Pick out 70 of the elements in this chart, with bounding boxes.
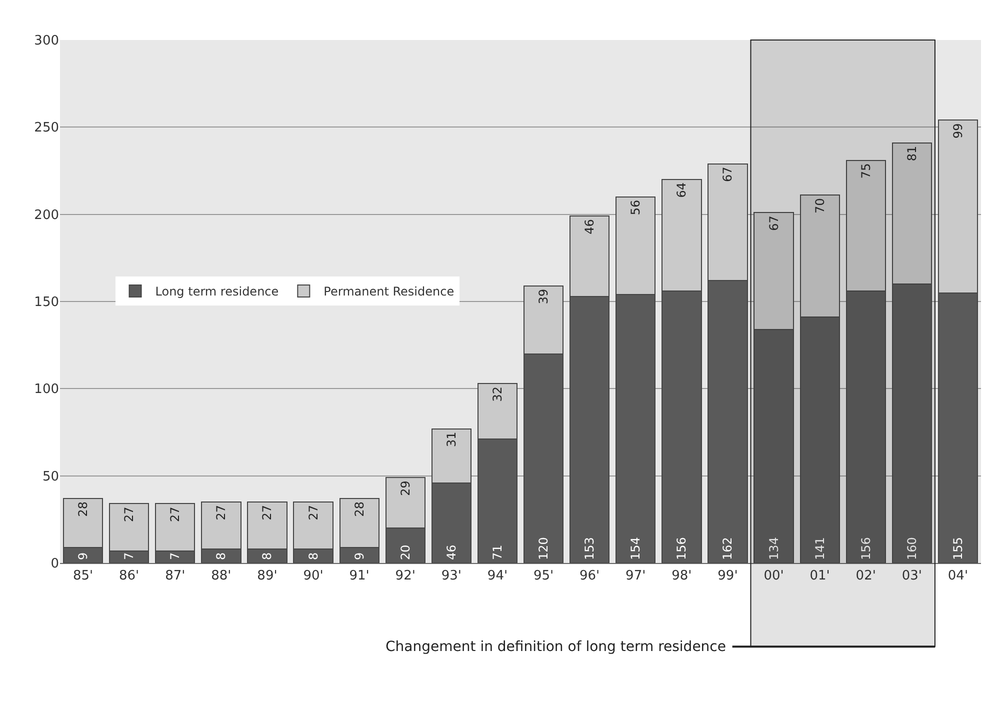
data-label: 160 — [904, 537, 919, 560]
data-label: 28 — [352, 502, 366, 517]
x-tick-label: 89' — [257, 568, 278, 584]
y-tick-label: 250 — [34, 120, 59, 136]
x-tick-label: 90' — [303, 568, 324, 584]
x-tick-label: 04' — [948, 568, 968, 584]
x-tick-label: 02' — [856, 568, 876, 584]
data-label: 154 — [628, 537, 643, 560]
y-tick-label: 100 — [34, 382, 59, 398]
x-tick-label: 99' — [718, 568, 738, 584]
data-label: 67 — [766, 216, 781, 231]
x-tick-label: 95' — [533, 568, 554, 584]
data-label: 153 — [582, 537, 597, 560]
y-tick-label: 50 — [42, 469, 59, 484]
data-label: 28 — [76, 502, 90, 517]
data-label: 8 — [214, 552, 228, 560]
x-tick-label: 86' — [119, 568, 140, 584]
x-tick-label: 96' — [580, 568, 600, 584]
data-label: 156 — [674, 537, 689, 560]
data-label: 8 — [260, 552, 274, 560]
data-label: 99 — [950, 123, 965, 138]
data-label: 27 — [214, 504, 228, 520]
data-label: 27 — [168, 506, 182, 522]
data-label: 8 — [306, 552, 320, 560]
data-label: 29 — [398, 480, 412, 496]
legend-label: Long term residence — [155, 284, 279, 299]
data-label: 141 — [812, 537, 827, 560]
x-tick-label: 85' — [72, 568, 94, 584]
data-label: 31 — [444, 432, 458, 448]
data-label: 39 — [536, 288, 551, 304]
x-tick-label: 91' — [349, 568, 370, 584]
data-label: 7 — [122, 552, 136, 560]
x-tick-label: 92' — [395, 568, 416, 584]
data-label: 9 — [76, 552, 90, 560]
data-label: 75 — [858, 163, 873, 179]
x-tick-label: 03' — [902, 568, 922, 584]
data-label: 20 — [398, 544, 412, 560]
data-label: 162 — [720, 537, 735, 560]
legend-label: Permanent Residence — [324, 284, 454, 299]
y-tick-label: 0 — [50, 556, 59, 572]
data-label: 32 — [490, 386, 504, 402]
y-tick-label: 150 — [34, 295, 59, 310]
data-label: 7 — [168, 552, 182, 560]
x-tick-label: 93' — [441, 568, 462, 584]
x-tick-label: 98' — [672, 568, 692, 584]
data-label: 70 — [812, 198, 827, 214]
data-label: 27 — [306, 504, 320, 520]
x-tick-label: 94' — [487, 568, 508, 584]
data-label: 46 — [444, 544, 458, 560]
data-label: 155 — [950, 537, 965, 560]
x-tick-label: 00' — [764, 568, 784, 584]
x-tick-label: 97' — [626, 568, 646, 584]
data-label: 156 — [858, 537, 873, 560]
y-tick-label: 300 — [34, 34, 59, 49]
data-label: 120 — [536, 537, 551, 560]
data-label: 71 — [490, 544, 504, 560]
data-label: 67 — [720, 166, 735, 182]
data-label: 134 — [766, 537, 781, 560]
data-label: 9 — [352, 552, 366, 560]
data-label: 81 — [904, 146, 919, 162]
y-tick-label: 200 — [34, 208, 59, 223]
x-tick-label: 01' — [810, 568, 830, 584]
data-label: 64 — [674, 182, 689, 198]
data-label: 27 — [260, 504, 274, 520]
band-label: Changement in definition of long term residence — [386, 639, 726, 655]
data-label: 56 — [628, 200, 643, 216]
x-tick-label: 88' — [211, 568, 232, 584]
data-label: 46 — [582, 219, 597, 234]
data-label: 27 — [122, 506, 136, 522]
x-tick-label: 87' — [165, 568, 186, 584]
